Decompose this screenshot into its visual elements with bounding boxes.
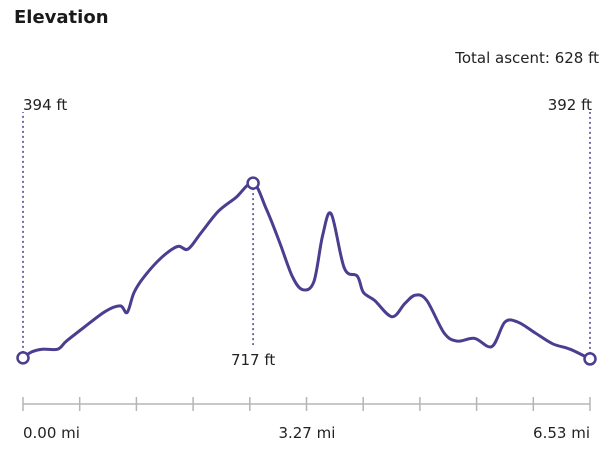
total-ascent-label: Total ascent: 628 ft xyxy=(455,49,599,67)
marker-label: 394 ft xyxy=(23,96,67,114)
x-tick-label: 3.27 mi xyxy=(278,424,335,442)
marker-label: 392 ft xyxy=(548,96,592,114)
elevation-line xyxy=(21,181,592,361)
marker-guides xyxy=(22,112,591,359)
marker-point xyxy=(16,351,30,365)
x-axis: 0.00 mi 3.27 mi 6.53 mi xyxy=(22,397,591,442)
marker-point xyxy=(246,176,260,190)
marker-label: 717 ft xyxy=(231,351,275,369)
marker-point xyxy=(583,352,597,366)
x-tick-label: 6.53 mi xyxy=(533,424,590,442)
chart-title: Elevation xyxy=(14,7,109,28)
elevation-markers: 394 ft 717 ft 392 ft xyxy=(16,96,597,369)
x-tick-label: 0.00 mi xyxy=(23,424,80,442)
